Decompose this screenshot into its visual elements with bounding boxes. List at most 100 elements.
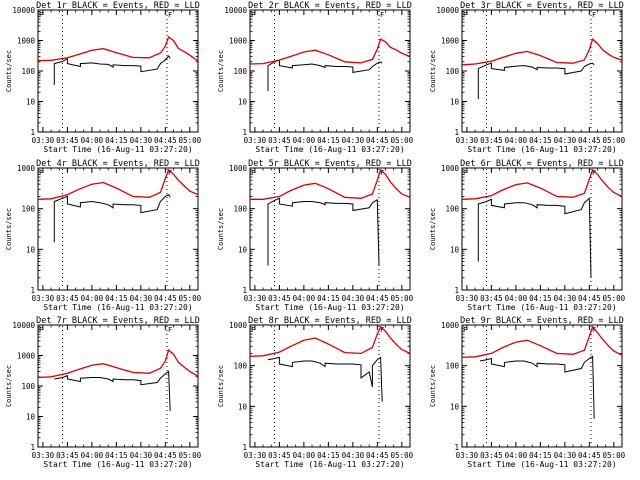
- marker-top-label: F: [380, 169, 384, 177]
- panel-1: Det 1r BLACK = Events, RED = LLD 1 10 100 10…: [5, 1, 202, 154]
- series-line-events: [267, 356, 383, 402]
- x-tick-label: 04:00: [293, 451, 316, 460]
- y-tick-label: 100: [21, 205, 35, 214]
- y-tick-label: 1000: [17, 37, 36, 46]
- series-line-events: [477, 62, 595, 100]
- x-tick-label: 04:45: [366, 136, 389, 145]
- series-line-lld: [249, 325, 411, 357]
- panel-title: Det 8r BLACK = Events, RED = LLD: [248, 316, 412, 326]
- x-tick-label: 04:30: [554, 451, 577, 460]
- x-tick-label: 04:15: [529, 451, 552, 460]
- marker-top-label: F: [592, 11, 596, 19]
- x-axis-label: Start Time (16-Aug-11 03:27:20): [43, 303, 192, 312]
- x-tick-label: 04:30: [554, 136, 577, 145]
- marker-top-label: F: [463, 326, 467, 334]
- marker-top-label: F: [251, 326, 255, 334]
- x-tick-label: 03:30: [456, 451, 479, 460]
- x-tick-label: 04:00: [505, 136, 528, 145]
- series-line-lld: [37, 168, 199, 200]
- y-tick-label: 1: [242, 128, 247, 137]
- x-tick-label: 04:15: [105, 294, 128, 303]
- x-tick-label: 03:45: [268, 294, 291, 303]
- marker-top-label: F: [39, 326, 43, 334]
- x-tick-label: 03:30: [32, 136, 55, 145]
- y-tick-label: 1: [242, 286, 247, 295]
- x-tick-label: 03:45: [480, 294, 503, 303]
- x-tick-label: 04:00: [505, 294, 528, 303]
- y-tick-label: 1: [454, 286, 459, 295]
- x-tick-label: 03:45: [56, 451, 79, 460]
- panel-title: Det 2r BLACK = Events, RED = LLD: [248, 1, 412, 11]
- x-tick-label: 04:00: [81, 294, 104, 303]
- series-line-lld: [249, 38, 411, 65]
- series-line-events: [53, 55, 171, 85]
- x-tick-label: 05:00: [179, 294, 202, 303]
- x-tick-label: 04:30: [130, 294, 153, 303]
- y-tick-label: 100: [21, 382, 35, 391]
- panel-title: Det 5r BLACK = Events, RED = LLD: [248, 159, 412, 169]
- marker-top-label: F: [592, 326, 596, 334]
- marker-top-label: F: [251, 11, 255, 19]
- x-tick-label: 04:45: [578, 294, 601, 303]
- series-line-lld: [37, 35, 199, 62]
- series-line-lld: [37, 348, 199, 379]
- series-line-events: [54, 370, 171, 412]
- marker-top-label: F: [168, 326, 172, 334]
- x-tick-label: 04:15: [317, 294, 340, 303]
- panel-7: Det 7r BLACK = Events, RED = LLD 1 10 100 10…: [5, 316, 202, 469]
- y-tick-label: 1: [242, 443, 247, 452]
- x-tick-label: 04:30: [130, 136, 153, 145]
- y-tick-label: 1000: [441, 37, 460, 46]
- x-axis-label: Start Time (16-Aug-11 03:27:20): [43, 145, 192, 154]
- x-tick-label: 05:00: [391, 136, 414, 145]
- plot-frame: [461, 167, 623, 291]
- x-tick-label: 04:15: [317, 136, 340, 145]
- y-tick-label: 10000: [436, 6, 459, 15]
- marker-top-label: F: [168, 169, 172, 177]
- series-line-events: [267, 197, 380, 266]
- panel-8: Det 8r BLACK = Events, RED = LLD 1 10 100 10…: [217, 316, 414, 469]
- marker-top-label: F: [592, 169, 596, 177]
- x-tick-label: 04:30: [342, 136, 365, 145]
- marker-top-label: F: [380, 326, 384, 334]
- y-tick-label: 10: [450, 245, 460, 254]
- x-tick-label: 04:45: [366, 294, 389, 303]
- x-axis-label: Start Time (16-Aug-11 03:27:20): [255, 145, 404, 154]
- y-tick-label: 1: [454, 443, 459, 452]
- marker-top-label: F: [39, 11, 43, 19]
- x-tick-label: 05:00: [603, 451, 626, 460]
- x-tick-label: 04:30: [554, 294, 577, 303]
- y-tick-label: 10000: [12, 6, 35, 15]
- plot-frame: [461, 324, 623, 448]
- x-tick-label: 04:45: [154, 294, 177, 303]
- x-tick-label: 03:30: [244, 136, 267, 145]
- y-tick-label: 1000: [17, 352, 36, 361]
- y-tick-label: 100: [445, 205, 459, 214]
- panel-5: Det 5r BLACK = Events, RED = LLD 1 10 100 10…: [217, 159, 414, 312]
- x-tick-label: 04:45: [366, 451, 389, 460]
- y-tick-label: 100: [233, 362, 247, 371]
- marker-top-label: F: [463, 11, 467, 19]
- y-axis-label: Counts/sec: [429, 365, 437, 407]
- y-tick-label: 10: [238, 402, 248, 411]
- x-tick-label: 04:00: [293, 136, 316, 145]
- y-tick-label: 1000: [229, 164, 248, 173]
- panel-2: Det 2r BLACK = Events, RED = LLD 1 10 100 10…: [217, 1, 414, 154]
- y-tick-label: 10: [238, 98, 248, 107]
- y-tick-label: 10: [238, 245, 248, 254]
- y-tick-label: 1000: [229, 321, 248, 330]
- x-tick-label: 03:45: [268, 136, 291, 145]
- y-tick-label: 100: [233, 67, 247, 76]
- x-tick-label: 03:45: [56, 136, 79, 145]
- y-tick-label: 10: [26, 98, 36, 107]
- y-tick-label: 100: [445, 67, 459, 76]
- marker-top-label: F: [251, 169, 255, 177]
- y-tick-label: 100: [233, 205, 247, 214]
- x-tick-label: 03:45: [480, 451, 503, 460]
- x-tick-label: 05:00: [391, 294, 414, 303]
- plot-frame: [249, 324, 411, 448]
- x-axis-label: Start Time (16-Aug-11 03:27:20): [43, 460, 192, 469]
- panel-title: Det 7r BLACK = Events, RED = LLD: [36, 316, 200, 326]
- plot-frame: [249, 167, 411, 291]
- x-tick-label: 04:00: [81, 136, 104, 145]
